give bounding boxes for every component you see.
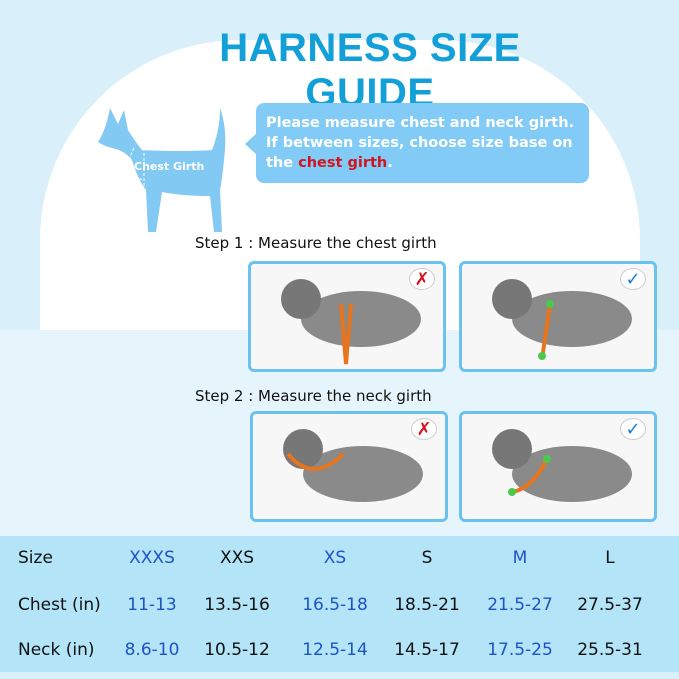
instruction-bubble: Please measure chest and neck girth. If …	[245, 103, 589, 183]
cross-icon: ✗	[409, 268, 435, 290]
cell: 14.5-17	[394, 640, 460, 660]
cell: 17.5-25	[487, 640, 553, 660]
header-xs: XS	[323, 548, 347, 568]
cell: 13.5-16	[204, 595, 270, 615]
size-header-row: Size XXXS XXS XS S M L	[0, 548, 679, 578]
dog-photo-icon	[492, 279, 632, 360]
row-label: Neck (in)	[18, 640, 95, 660]
check-icon: ✓	[620, 418, 646, 440]
cross-icon: ✗	[411, 418, 437, 440]
size-table: Size XXXS XXS XS S M L Chest (in) 11-13 …	[0, 536, 679, 672]
note-suffix: .	[387, 155, 393, 171]
header-m: M	[512, 548, 528, 568]
cell: 11-13	[127, 595, 177, 615]
chest-girth-label: Chest Girth	[134, 160, 204, 173]
cell: 8.6-10	[124, 640, 180, 660]
row-label: Chest (in)	[18, 595, 101, 615]
step-1-correct-photo: ✓	[459, 261, 657, 372]
neck-row: Neck (in) 8.6-10 10.5-12 12.5-14 14.5-17…	[0, 640, 679, 670]
dog-photo-icon	[283, 429, 423, 502]
note-line-3: the	[266, 155, 299, 171]
cell: 27.5-37	[577, 595, 643, 615]
dog-photo-icon	[492, 429, 632, 502]
note-highlight: chest girth	[298, 155, 388, 171]
step-2-correct-photo: ✓	[459, 411, 657, 522]
header-xxs: XXS	[219, 548, 255, 568]
dog-photo-icon	[281, 279, 421, 365]
header-xxxs: XXXS	[129, 548, 175, 568]
cell: 21.5-27	[487, 595, 553, 615]
cell: 10.5-12	[204, 640, 270, 660]
note-line-1: Please measure chest and neck girth.	[266, 115, 575, 131]
step-1-wrong-photo: ✗	[248, 261, 446, 372]
cell: 16.5-18	[302, 595, 368, 615]
header-s: S	[421, 548, 433, 568]
note-line-2: If between sizes, choose size base on	[266, 135, 573, 151]
dog-silhouette-icon: Neck Girth Chest Girth	[98, 108, 226, 232]
cell: 18.5-21	[394, 595, 460, 615]
step-2-label: Step 2 : Measure the neck girth	[195, 387, 432, 405]
check-icon: ✓	[620, 268, 646, 290]
step-1-label: Step 1 : Measure the chest girth	[195, 234, 437, 252]
neck-girth-label: Neck Girth	[132, 124, 198, 137]
header-l: L	[605, 548, 615, 568]
cell: 25.5-31	[577, 640, 643, 660]
cell: 12.5-14	[302, 640, 368, 660]
step-2-wrong-photo: ✗	[250, 411, 448, 522]
chest-row: Chest (in) 11-13 13.5-16 16.5-18 18.5-21…	[0, 595, 679, 625]
header-size: Size	[18, 548, 53, 568]
